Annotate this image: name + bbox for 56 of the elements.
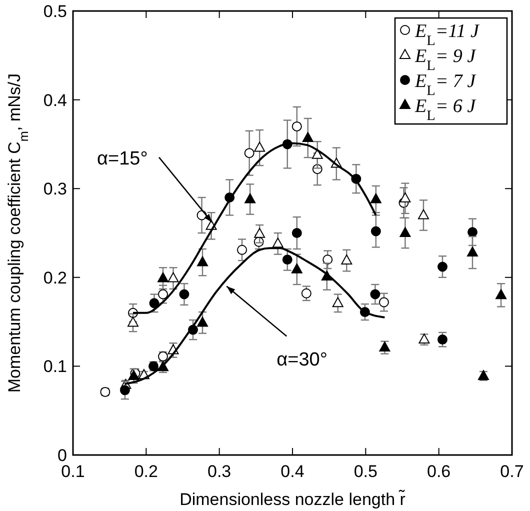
- annotation: α=30°: [276, 349, 328, 370]
- point: [378, 297, 389, 308]
- point: [149, 298, 160, 308]
- point: [370, 226, 381, 236]
- point: [379, 342, 390, 352]
- x-tick-label: 0.7: [500, 462, 524, 481]
- point: [168, 272, 179, 282]
- point: [292, 228, 302, 238]
- annotation: α=15°: [97, 148, 148, 170]
- x-tick-label: 0.6: [427, 462, 451, 481]
- x-tick-label: 0.4: [280, 462, 304, 481]
- point: [292, 121, 302, 132]
- point: [341, 254, 352, 265]
- y-tick-label: 0.4: [43, 90, 67, 110]
- point: [467, 227, 478, 238]
- point: [302, 132, 314, 142]
- point: [466, 246, 478, 257]
- point: [282, 254, 292, 265]
- point: [370, 193, 382, 204]
- point: [244, 193, 256, 204]
- point: [301, 288, 312, 298]
- x-tick-label: 0.1: [61, 462, 85, 481]
- point: [312, 148, 323, 159]
- y-tick-label: 0: [58, 446, 67, 465]
- point: [127, 316, 138, 327]
- point: [370, 289, 380, 300]
- point: [437, 262, 448, 272]
- y-tick-label: 0.5: [43, 2, 67, 21]
- point: [179, 289, 190, 300]
- point: [291, 263, 302, 274]
- legend-label: E$_{L}$= 7 J: [414, 71, 478, 99]
- legend-label: E$_{L}$= 6 J: [414, 96, 478, 124]
- point: [254, 142, 266, 152]
- x-tick-label: 0.3: [208, 462, 232, 481]
- legend-label: E$_{L}$=11 J: [414, 21, 480, 49]
- point: [496, 289, 507, 300]
- legend-label: E$_{L}$= 9 J: [414, 46, 478, 74]
- point: [400, 192, 411, 202]
- point: [157, 272, 168, 282]
- point: [237, 244, 248, 255]
- point: [272, 238, 284, 248]
- x-tick-label: 0.5: [354, 462, 378, 481]
- point: [400, 227, 411, 237]
- point: [120, 385, 130, 396]
- y-tick-label: 0.1: [43, 357, 67, 376]
- point: [437, 334, 448, 345]
- point: [197, 316, 208, 327]
- point: [418, 209, 429, 220]
- point: [197, 256, 208, 266]
- point: [254, 228, 266, 238]
- y-tick-label: 0.2: [43, 268, 67, 288]
- x-axis-title: Dimensionless nozzle length r̃: [180, 488, 406, 509]
- y-tick-label: 0.3: [43, 180, 67, 199]
- point: [244, 148, 254, 158]
- x-tick-label: 0.2: [134, 462, 158, 481]
- point: [332, 297, 344, 308]
